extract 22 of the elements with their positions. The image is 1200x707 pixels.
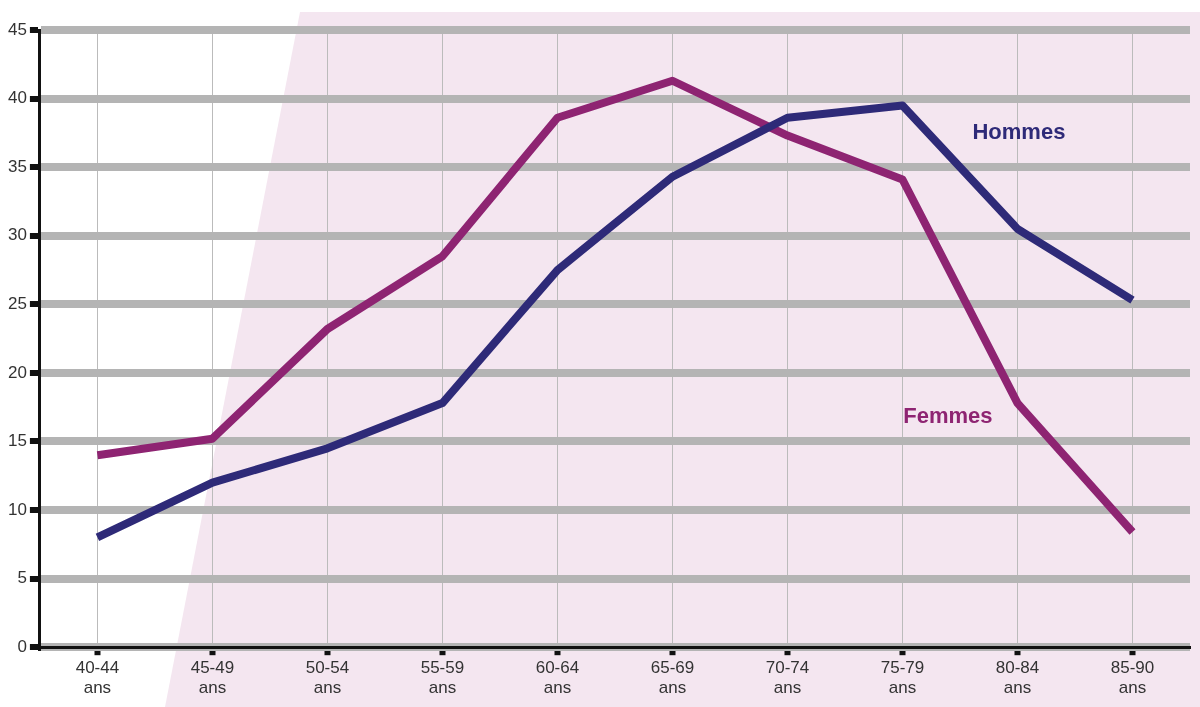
x-tick-label: 50-54 ans xyxy=(305,658,350,698)
x-tick-label: 40-44 ans xyxy=(75,658,120,698)
y-tick-label: 40 xyxy=(7,88,27,108)
series-label: Femmes xyxy=(903,403,993,429)
y-tick-label: 20 xyxy=(7,362,27,382)
y-tick-label: 25 xyxy=(7,294,27,313)
x-tick-label: 65-69 ans xyxy=(650,658,695,698)
y-tick-label: 30 xyxy=(7,225,27,245)
series-label: Hommes xyxy=(972,119,1066,145)
x-tick-label: 60-64 ans xyxy=(535,658,580,698)
y-tick-label: 45 xyxy=(7,19,27,39)
x-tick-label: 80-84 ans xyxy=(995,658,1040,698)
y-tick-label: 15 xyxy=(7,431,27,451)
y-tick-label: 10 xyxy=(7,499,27,519)
x-tick-label: 45-49 ans xyxy=(190,658,235,698)
y-tick-label: 5 xyxy=(17,568,27,588)
x-tick-label: 70-74 ans xyxy=(765,658,810,698)
x-tick-label: 55-59 ans xyxy=(420,658,465,698)
x-tick-label: 75-79 ans xyxy=(880,658,925,698)
x-tick-label: 85-90 ans xyxy=(1110,658,1155,698)
y-tick-label: 0 xyxy=(17,636,27,656)
y-tick-label: 35 xyxy=(7,156,27,176)
